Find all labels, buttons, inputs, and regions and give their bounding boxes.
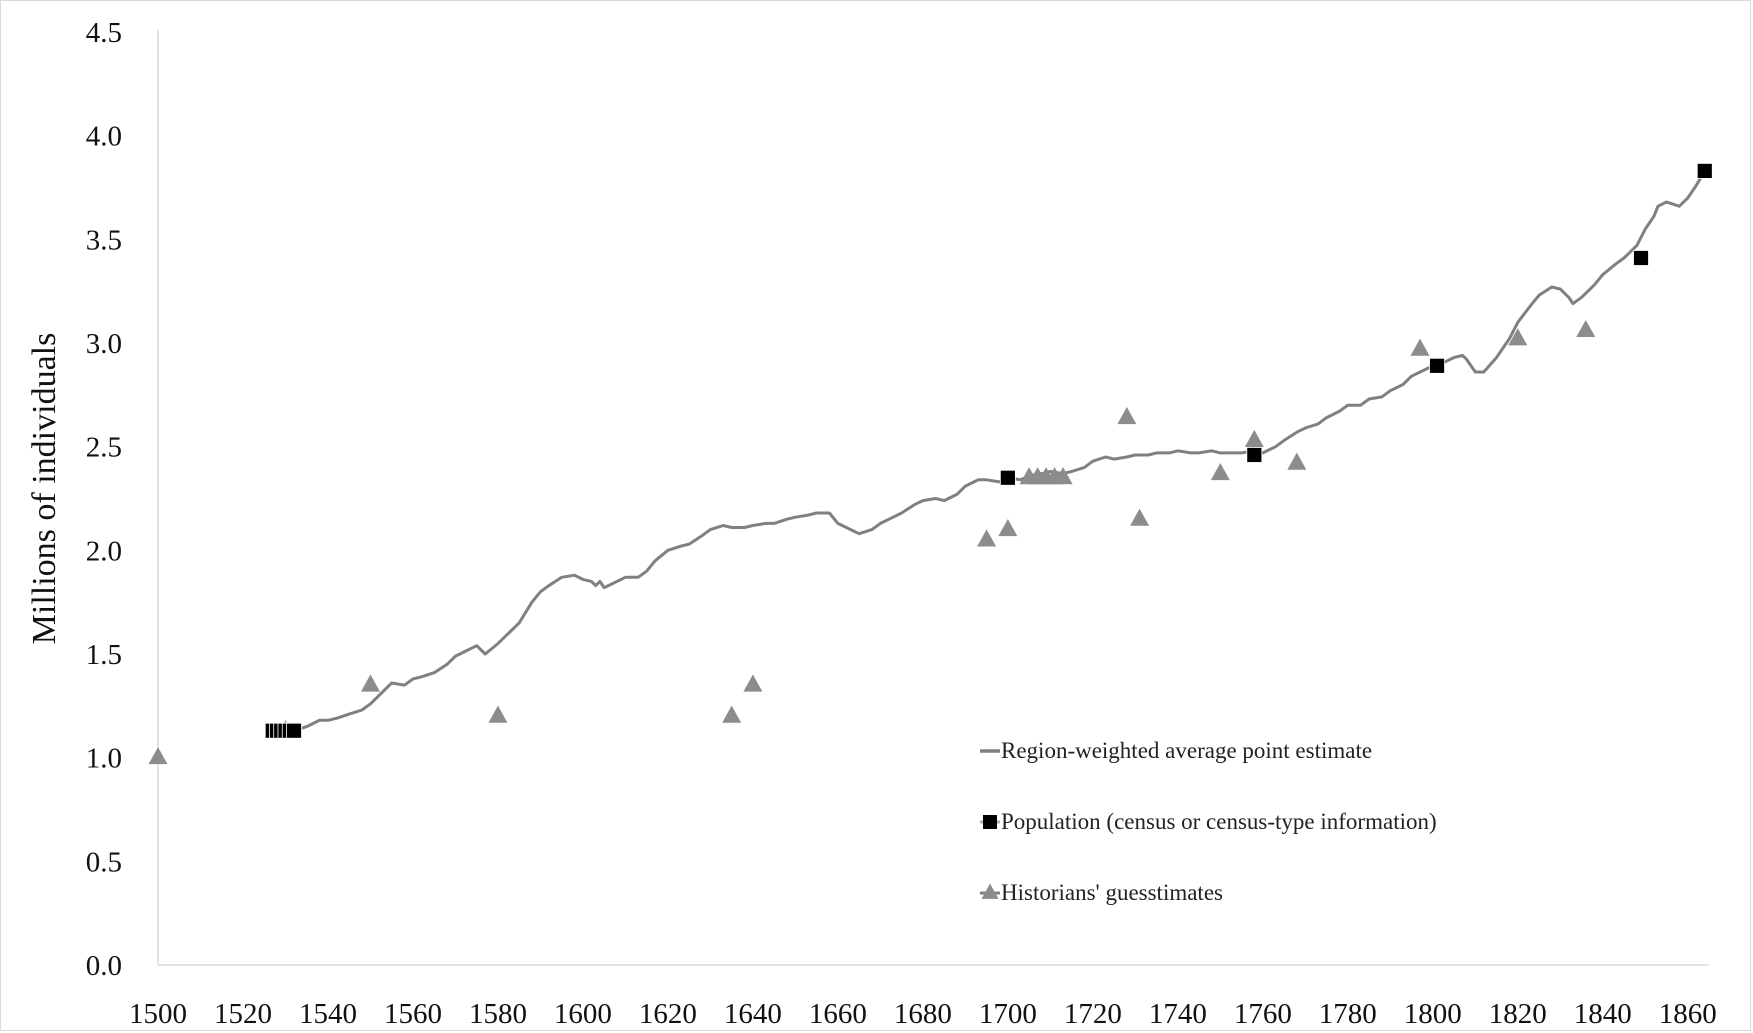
x-tick-label: 1860 <box>1659 998 1717 1030</box>
x-tick-label: 1740 <box>1149 998 1207 1030</box>
triangle-point <box>998 518 1018 537</box>
x-tick-label: 1720 <box>1064 998 1122 1030</box>
y-tick-label: 3.5 <box>86 224 122 256</box>
y-tick-label: 4.5 <box>86 17 122 49</box>
x-tick-label: 1760 <box>1234 998 1292 1030</box>
series-line-region-weighted <box>293 170 1707 733</box>
x-tick-label: 1600 <box>554 998 612 1030</box>
triangle-point <box>977 529 997 547</box>
triangle-point <box>1287 452 1307 470</box>
triangle-point <box>1410 338 1430 356</box>
x-tick-label: 1780 <box>1319 998 1377 1030</box>
x-tick-label: 1560 <box>384 998 442 1030</box>
x-tick-label: 1540 <box>299 998 357 1030</box>
y-axis-title: Millions of individuals <box>26 333 63 645</box>
triangle-point <box>1244 429 1264 447</box>
x-tick-label: 1840 <box>1574 998 1632 1030</box>
square-point <box>1633 250 1649 266</box>
triangle-point <box>488 705 508 723</box>
square-point <box>1429 357 1445 374</box>
triangle-point <box>1130 508 1150 526</box>
x-tick-label: 1680 <box>894 998 952 1030</box>
x-tick-label: 1660 <box>809 998 867 1030</box>
x-tick-label: 1640 <box>724 998 782 1030</box>
plot-area <box>148 163 1713 765</box>
legend: Region-weighted average point estimate P… <box>980 738 1437 905</box>
triangle-point <box>1576 319 1596 338</box>
triangle-point <box>1117 407 1137 425</box>
y-tick-label: 1.0 <box>86 743 122 775</box>
x-tick-label: 1520 <box>214 998 272 1030</box>
legend-item-square: Population (census or census-type inform… <box>980 809 1437 834</box>
y-tick-label: 2.5 <box>86 432 122 464</box>
x-tick-label: 1500 <box>129 998 187 1030</box>
square-point <box>286 722 302 739</box>
x-tick-label: 1700 <box>979 998 1037 1030</box>
triangle-point <box>1508 328 1528 346</box>
y-tick-label: 1.5 <box>86 639 122 671</box>
legend-label-line: Region-weighted average point estimate <box>1001 738 1372 763</box>
axes: 0.0 0.5 1.0 1.5 2.0 2.5 3.0 3.5 4.0 4.5 1500 1520 15… <box>86 17 1717 1030</box>
y-tick-label: 3.0 <box>86 328 122 360</box>
y-tick-label: 4.0 <box>86 121 122 153</box>
legend-item-triangle: Historians' guesstimates <box>980 880 1223 905</box>
triangle-point <box>1210 463 1230 481</box>
x-tick-label: 1620 <box>639 998 697 1030</box>
triangle-point <box>1053 467 1073 485</box>
triangle-point <box>743 674 763 692</box>
square-point <box>1246 447 1263 463</box>
legend-label-triangle: Historians' guesstimates <box>1001 880 1223 905</box>
x-tick-label: 1800 <box>1404 998 1462 1030</box>
triangle-point <box>148 747 168 765</box>
legend-label-square: Population (census or census-type inform… <box>1001 809 1437 834</box>
triangle-point <box>360 674 380 692</box>
triangle-point <box>722 705 742 723</box>
legend-square-swatch <box>983 815 997 829</box>
y-tick-label: 2.0 <box>86 535 122 567</box>
legend-item-line: Region-weighted average point estimate <box>980 738 1372 763</box>
x-tick-label: 1580 <box>469 998 527 1030</box>
y-tick-label: 0.0 <box>86 950 122 982</box>
x-tick-label: 1820 <box>1489 998 1547 1030</box>
y-tick-label: 0.5 <box>86 846 122 878</box>
square-point <box>999 469 1016 486</box>
square-point <box>1696 163 1713 179</box>
legend-triangle-swatch <box>981 883 999 899</box>
